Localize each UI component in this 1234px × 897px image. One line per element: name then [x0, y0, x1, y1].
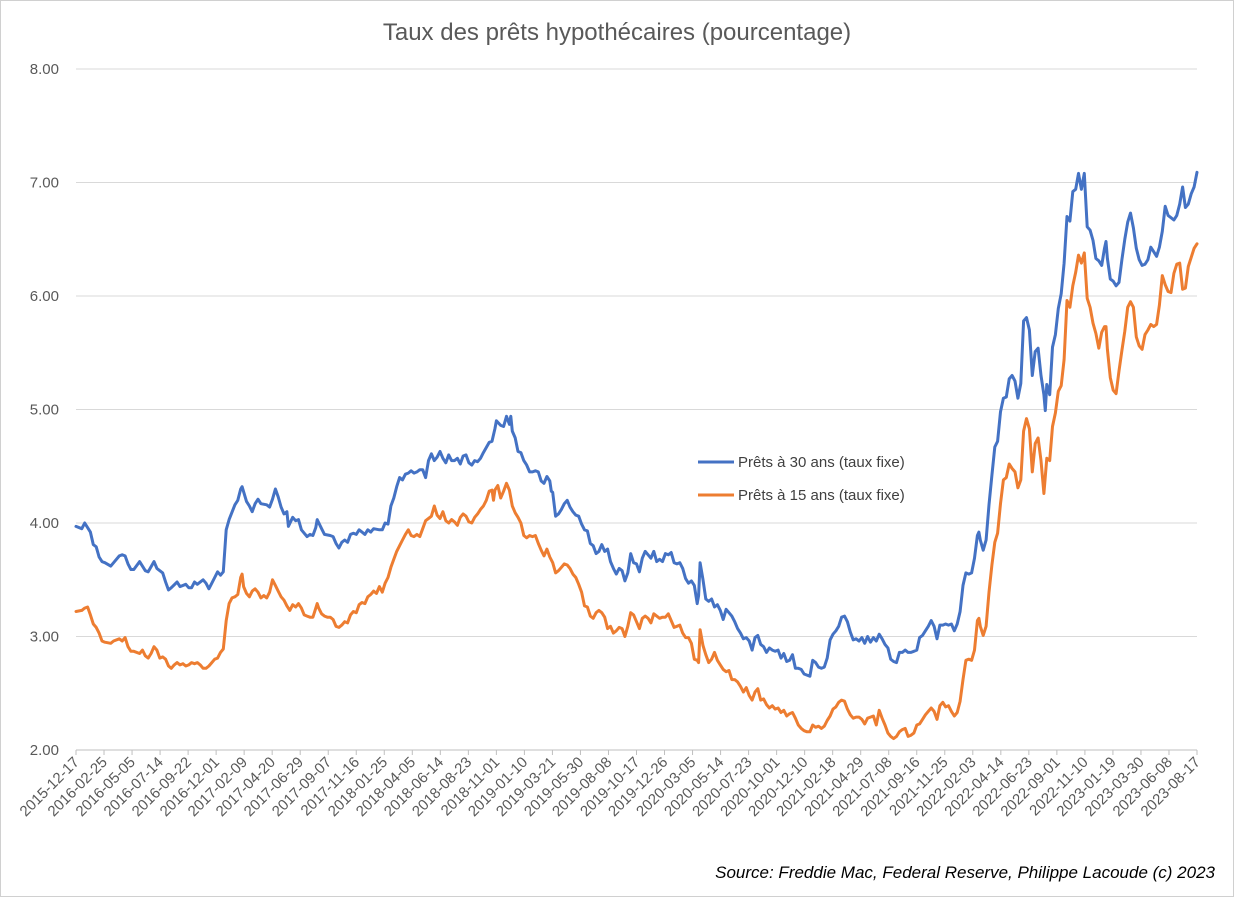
legend-label-1: Prêts à 30 ans (taux fixe) — [738, 454, 905, 471]
y-tick-label: 2.00 — [30, 742, 59, 759]
y-tick-label: 7.00 — [30, 175, 59, 192]
y-tick-label: 4.00 — [30, 515, 59, 532]
chart-title: Taux des prêts hypothécaires (pourcentag… — [382, 19, 852, 46]
y-tick-label: 6.00 — [30, 288, 59, 305]
legend-label-2: Prêts à 15 ans (taux fixe) — [738, 487, 905, 504]
series-line-2 — [74, 242, 1199, 741]
source-note: Source: Freddie Mac, Federal Reserve, Ph… — [715, 863, 1215, 882]
y-tick-label: 8.00 — [30, 61, 59, 78]
series-line-1 — [74, 170, 1199, 678]
y-tick-label: 5.00 — [30, 402, 59, 419]
y-tick-label: 3.00 — [30, 629, 59, 646]
